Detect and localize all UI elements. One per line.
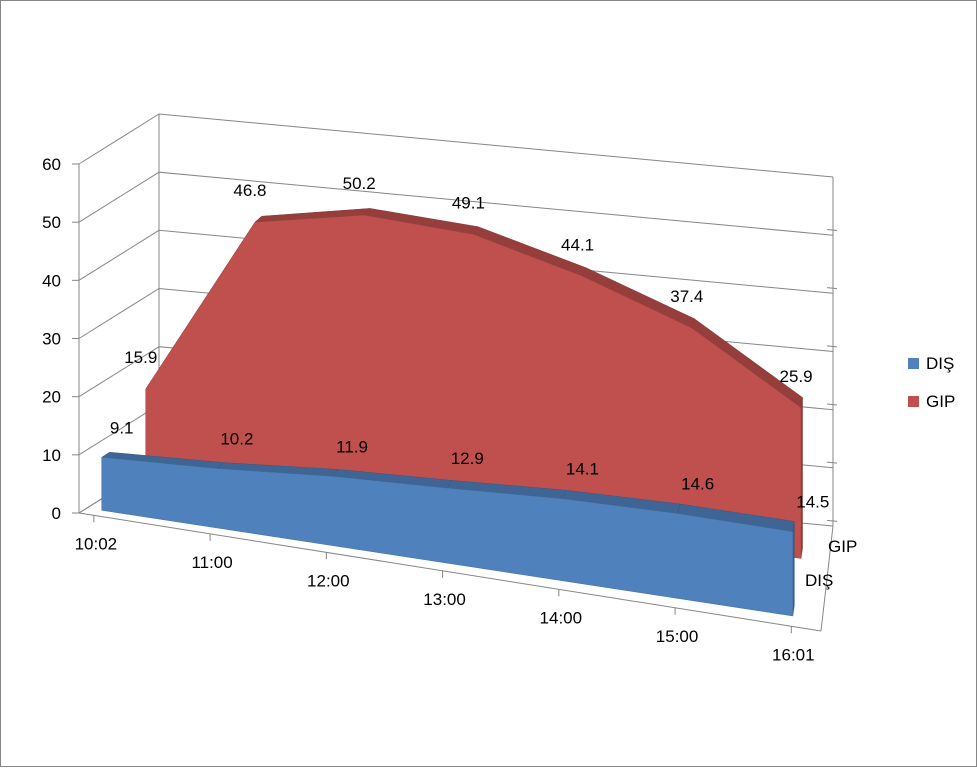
x-tick-label-15-00: 15:00: [656, 627, 699, 646]
y-tick-label-40: 40: [42, 271, 61, 290]
data-label-gip-10-02: 15.9: [124, 348, 157, 367]
right-tick-mark-40: [826, 345, 838, 348]
floor-front-edge: [78, 512, 822, 632]
data-label-gip-11-00: 46.8: [233, 181, 266, 200]
legend-swatch-dis: [908, 358, 919, 369]
legend: DIŞ GIP: [908, 354, 955, 411]
data-label-gip-13-00: 49.1: [452, 193, 485, 212]
depth-label-dis: DIŞ: [805, 571, 833, 590]
data-labels: 15.9 46.8 50.2 49.1 44.1 37.4 25.9 9.1 10.2 11.9 1…: [110, 174, 829, 511]
y-tick-label-10: 10: [42, 446, 61, 465]
right-tick-mark-30: [826, 403, 838, 406]
data-label-dis-14-00: 14.1: [566, 460, 599, 479]
right-tick-mark-60: [826, 229, 838, 231]
gridline-50: [78, 171, 834, 236]
y-tick-label-50: 50: [42, 213, 61, 232]
data-label-gip-15-00: 37.4: [670, 287, 703, 306]
x-tick-label-11-00: 11:00: [191, 553, 232, 572]
right-tick-mark-50: [826, 287, 838, 290]
gridline-40: [78, 229, 834, 294]
depth-label-gip: GIP: [828, 537, 857, 556]
floor-right-edge: [820, 525, 834, 632]
y-tick-label-60: 60: [42, 155, 61, 174]
x-tick-label-10-02: 10:02: [75, 534, 118, 553]
legend-swatch-gip: [908, 396, 919, 407]
gridline-60: [78, 113, 834, 178]
series-dis-front-face: [101, 457, 794, 617]
data-label-dis-11-00: 10.2: [220, 430, 253, 449]
data-label-dis-15-00: 14.6: [681, 474, 714, 493]
y-tick-label-20: 20: [42, 388, 61, 407]
axis-labels: 0 10 20 30 40 50 60 10:02 11:00 12:00 13:00 14:00 15…: [42, 155, 857, 664]
x-tick-label-16-01: 16:01: [772, 645, 815, 664]
y-tick-label-0: 0: [52, 504, 61, 523]
data-label-dis-16-01: 14.5: [796, 493, 829, 512]
y-tick-label-30: 30: [42, 330, 61, 349]
data-label-dis-10-02: 9.1: [110, 418, 134, 437]
x-tick-label-13-00: 13:00: [423, 590, 466, 609]
legend-label-gip: GIP: [926, 392, 955, 411]
data-label-dis-13-00: 12.9: [451, 449, 484, 468]
x-tick-label-12-00: 12:00: [307, 571, 350, 590]
right-tick-mark-20: [826, 461, 838, 464]
data-label-dis-12-00: 11.9: [336, 437, 368, 456]
right-tick-mark-10: [826, 519, 838, 522]
data-label-gip-12-00: 50.2: [343, 174, 376, 193]
data-label-gip-16-01: 25.9: [779, 367, 812, 386]
series-dis-area: [100, 451, 795, 617]
legend-label-dis: DIŞ: [926, 354, 954, 373]
data-label-gip-14-00: 44.1: [561, 235, 594, 254]
x-tick-label-14-00: 14:00: [540, 608, 583, 627]
